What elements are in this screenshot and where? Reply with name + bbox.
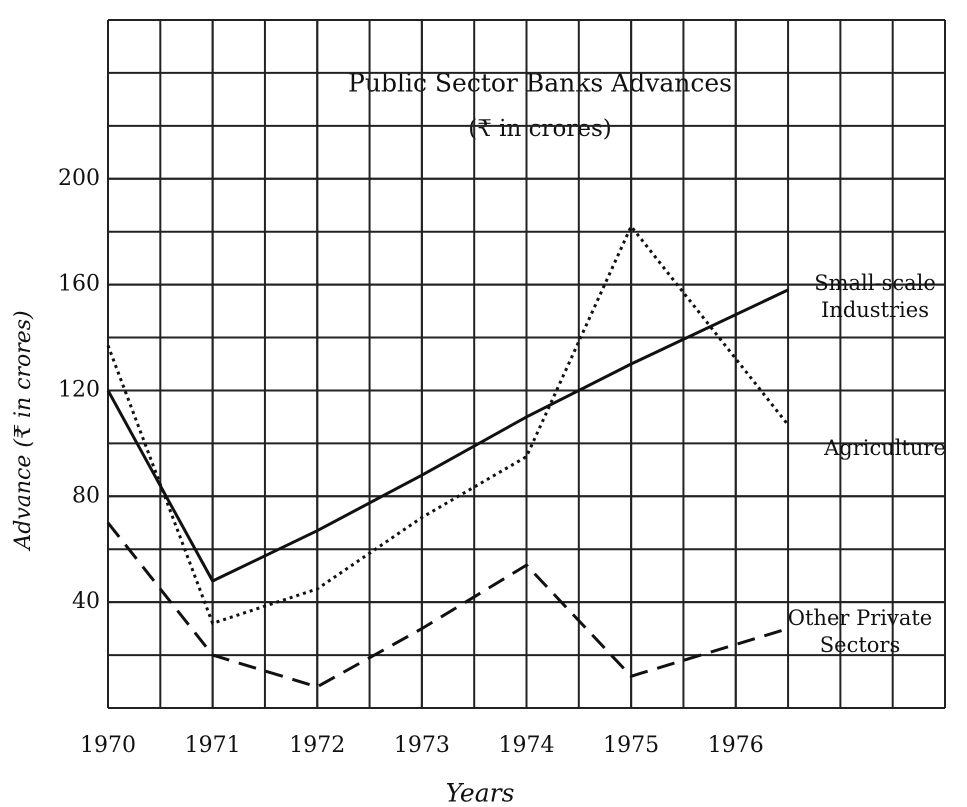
- x-axis-label: Years: [446, 779, 515, 807]
- y-tick-label: 80: [72, 483, 100, 508]
- y-tick-label: 160: [58, 272, 100, 297]
- y-tick-label: 40: [72, 589, 100, 614]
- y-tick-label: 200: [58, 166, 100, 191]
- series-line: [106, 288, 789, 583]
- x-tick-label: 1972: [289, 733, 345, 758]
- series-line: [106, 521, 789, 689]
- x-tick-label: 1975: [603, 733, 659, 758]
- x-tick-label: 1976: [708, 733, 764, 758]
- x-tick-label: 1974: [499, 733, 555, 758]
- series-label: Other Private Sectors: [787, 606, 933, 657]
- series-line: [106, 223, 790, 626]
- x-tick-label: 1973: [394, 733, 450, 758]
- series-label: Agriculture: [824, 436, 946, 460]
- chart-subtitle: (₹ in crores): [468, 116, 612, 142]
- y-tick-label: 120: [58, 377, 100, 402]
- x-tick-label: 1971: [185, 733, 241, 758]
- series-label: Small-scale Industries: [814, 271, 936, 322]
- y-axis-label: Advance (₹ in crores): [11, 310, 36, 551]
- x-tick-label: 1970: [80, 733, 136, 758]
